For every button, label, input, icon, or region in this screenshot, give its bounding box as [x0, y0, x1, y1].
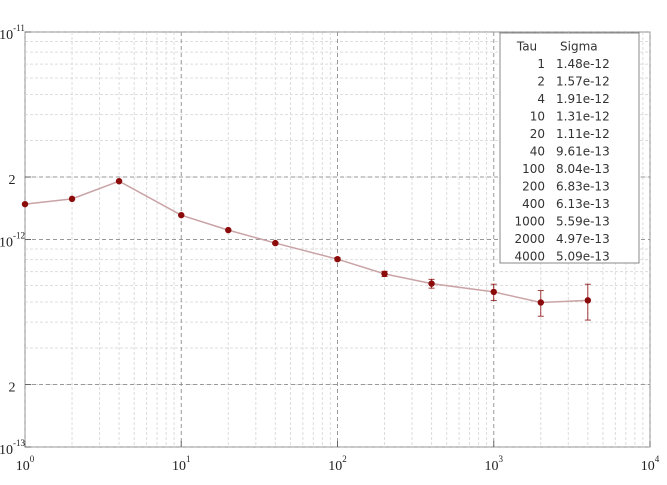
- legend-header: Sigma: [560, 40, 598, 54]
- tick-base: 10: [16, 459, 30, 474]
- legend-tau: 2000: [514, 232, 545, 246]
- series-line: [24, 180, 588, 304]
- legend-tau: 200: [522, 180, 545, 194]
- legend-sigma: 1.91e-12: [556, 92, 610, 106]
- tick-exponent: 0: [30, 454, 35, 464]
- legend-tau: 20: [530, 127, 545, 141]
- legend-sigma: 1.31e-12: [556, 110, 610, 124]
- legend-tau: 1000: [514, 215, 545, 229]
- point: [584, 297, 592, 304]
- legend-tau: 100: [522, 162, 545, 176]
- tick-base: 10: [485, 459, 499, 474]
- legend-sigma: 1.48e-12: [556, 57, 610, 71]
- legend-tau: 400: [522, 197, 545, 211]
- tick-label: 2: [9, 173, 16, 188]
- tick-exponent: -11: [13, 23, 25, 33]
- tick-base: 10: [172, 459, 186, 474]
- tick-label: 101: [172, 454, 191, 474]
- legend-sigma: 8.04e-13: [556, 162, 610, 176]
- point: [334, 255, 341, 263]
- legend-sigma: 6.83e-13: [556, 180, 610, 194]
- point: [272, 239, 279, 247]
- legend-tau: 2: [537, 75, 545, 89]
- point: [21, 200, 29, 208]
- tick-label: 104: [641, 454, 660, 474]
- tick-label: 10-11: [0, 23, 25, 43]
- tick-label: 10-13: [0, 438, 25, 458]
- tick-label: 102: [328, 454, 347, 474]
- legend-tau: 1: [537, 57, 545, 71]
- legend-box: [499, 32, 640, 264]
- tick-base: 10: [0, 28, 13, 43]
- tick-base: 2: [9, 173, 16, 188]
- tick-exponent: 2: [342, 454, 347, 464]
- tick-label: 2: [9, 381, 16, 396]
- tick-exponent: -12: [13, 231, 25, 241]
- tick-exponent: 3: [499, 454, 504, 464]
- legend-sigma: 5.09e-13: [556, 250, 610, 264]
- point: [381, 270, 388, 278]
- legend-sigma: 1.11e-12: [556, 127, 610, 141]
- point: [115, 177, 123, 185]
- legend-tau: 10: [530, 110, 545, 124]
- tick-base: 10: [0, 443, 13, 458]
- tick-base: 10: [328, 459, 342, 474]
- legend-sigma: 5.59e-13: [556, 215, 610, 229]
- tick-exponent: 4: [655, 454, 660, 464]
- legend-header: Tau: [516, 40, 537, 54]
- point: [537, 299, 544, 306]
- legend-tau: 4000: [514, 250, 545, 264]
- legend-tau: 4: [537, 92, 545, 106]
- point: [178, 211, 185, 219]
- legend-sigma: 4.97e-13: [556, 232, 610, 246]
- point: [490, 288, 497, 296]
- point: [68, 195, 76, 203]
- tick-base: 2: [9, 381, 16, 396]
- point: [428, 280, 435, 287]
- point: [225, 226, 232, 234]
- legend-sigma: 6.13e-13: [556, 197, 610, 211]
- tick-label: 10-12: [0, 231, 25, 251]
- tick-label: 100: [16, 454, 35, 474]
- legend-sigma: 9.61e-13: [556, 145, 610, 159]
- tick-exponent: 1: [186, 454, 191, 464]
- legend-tau: 40: [530, 145, 545, 159]
- tick-exponent: -13: [13, 438, 25, 448]
- tick-base: 10: [641, 459, 655, 474]
- tick-label: 103: [485, 454, 504, 474]
- legend-sigma: 1.57e-12: [556, 75, 610, 89]
- tick-base: 10: [0, 236, 13, 251]
